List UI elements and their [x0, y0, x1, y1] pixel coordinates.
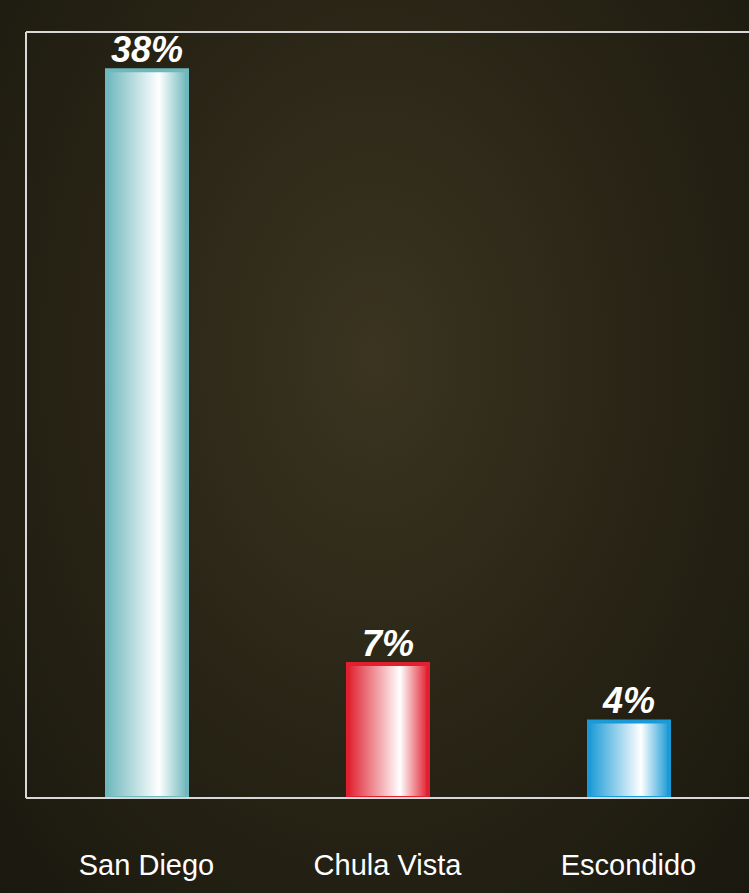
- svg-text:38%: 38%: [111, 29, 183, 70]
- svg-text:Chula Vista: Chula Vista: [314, 849, 463, 881]
- svg-text:4%: 4%: [602, 680, 655, 721]
- svg-text:7%: 7%: [362, 623, 414, 664]
- svg-text:Escondido: Escondido: [561, 849, 696, 881]
- svg-text:San Diego: San Diego: [79, 849, 214, 881]
